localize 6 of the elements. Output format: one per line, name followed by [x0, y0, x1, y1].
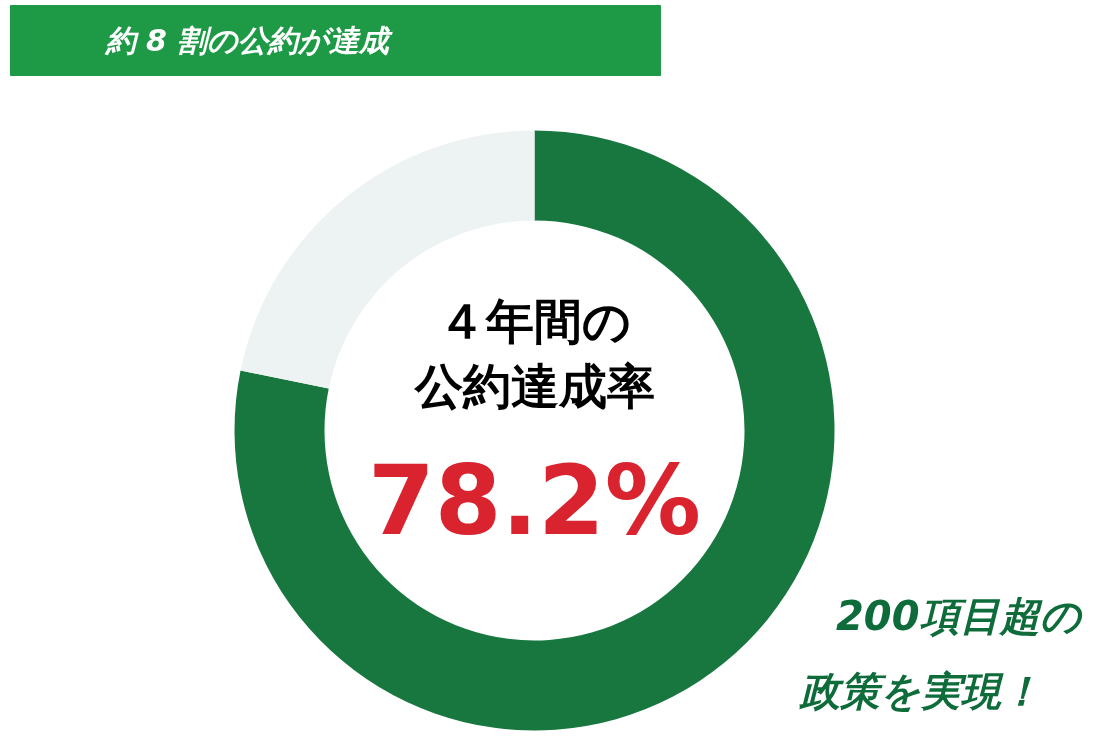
text: 200項目超の [836, 592, 1084, 639]
text: 公約達成率 [412, 357, 655, 414]
text: ４年間の [438, 292, 631, 349]
chart-title: 約 8 割の公約が達成 [103, 23, 394, 58]
text: 政策を実現！ [798, 667, 1041, 714]
data-label: 78.2% [367, 444, 702, 557]
